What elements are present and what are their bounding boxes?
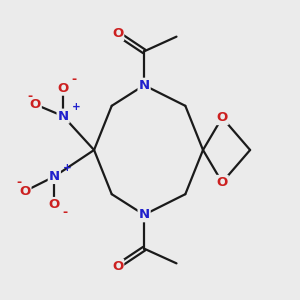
Text: O: O — [217, 111, 228, 124]
Text: N: N — [139, 79, 150, 92]
Text: -: - — [63, 206, 68, 219]
Text: O: O — [217, 176, 228, 189]
Text: -: - — [16, 176, 21, 190]
Text: +: + — [72, 102, 81, 112]
Text: -: - — [71, 74, 76, 86]
Text: N: N — [139, 208, 150, 221]
Text: O: O — [29, 98, 41, 111]
Text: -: - — [27, 90, 32, 103]
Text: O: O — [49, 198, 60, 211]
Text: +: + — [63, 163, 72, 173]
Text: O: O — [58, 82, 69, 95]
Text: O: O — [112, 27, 123, 40]
Text: O: O — [19, 185, 31, 198]
Text: O: O — [112, 260, 123, 273]
Text: N: N — [49, 170, 60, 183]
Text: N: N — [58, 110, 69, 123]
